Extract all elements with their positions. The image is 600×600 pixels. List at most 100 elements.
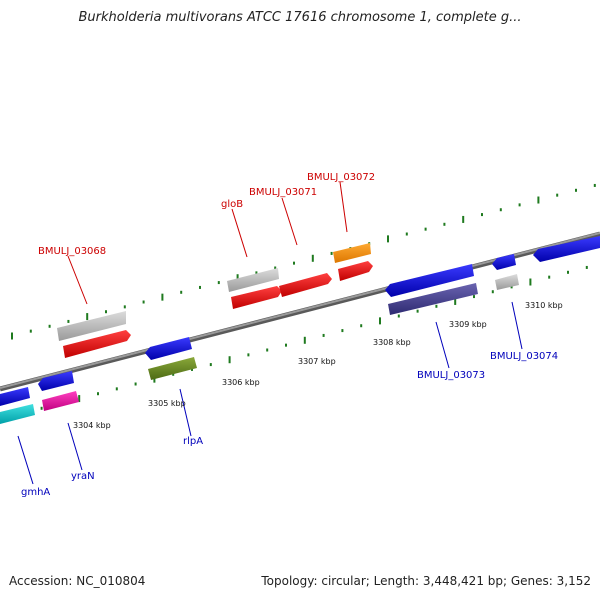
accession-text: Accession: NC_010804 bbox=[9, 574, 146, 588]
strand-tick bbox=[134, 382, 137, 386]
strand-tick bbox=[293, 261, 295, 265]
gene-blue-yran-partner[interactable] bbox=[38, 371, 74, 391]
kbp-label: 3308 kbp bbox=[373, 338, 411, 347]
label-bmulj-03071[interactable]: BMULJ_03071 bbox=[249, 187, 317, 198]
reverse-genes bbox=[0, 236, 600, 424]
kbp-label: 3309 kbp bbox=[449, 320, 487, 329]
strand-tick bbox=[266, 348, 269, 352]
label-connectors bbox=[17, 181, 523, 485]
gene-blue-left[interactable] bbox=[0, 387, 30, 406]
gene-blue-bmulj-03073-partner[interactable] bbox=[385, 264, 474, 297]
label-gmha[interactable]: gmhA bbox=[21, 487, 50, 498]
gene-bmulj-03073[interactable] bbox=[388, 283, 478, 315]
strand-tick bbox=[303, 336, 306, 344]
strand-tick bbox=[405, 232, 408, 236]
strand-tick bbox=[416, 309, 419, 313]
strand-tick bbox=[529, 278, 532, 286]
strand-tick bbox=[593, 183, 596, 187]
gene-bmulj-03068-rna[interactable] bbox=[57, 311, 126, 341]
strand-tick bbox=[491, 290, 494, 294]
strand-tick bbox=[180, 290, 183, 294]
gene-bmulj-03071[interactable] bbox=[279, 273, 332, 297]
strand-tick bbox=[142, 300, 145, 304]
strand-tick bbox=[153, 375, 156, 383]
strand-tick bbox=[199, 285, 201, 289]
strand-tick bbox=[86, 313, 89, 321]
gene-rlpa[interactable] bbox=[148, 357, 197, 380]
strand-tick bbox=[424, 227, 427, 231]
strand-tick bbox=[78, 395, 81, 403]
strand-tick bbox=[172, 372, 175, 376]
strand-tick bbox=[40, 406, 43, 410]
strand-tick bbox=[115, 387, 118, 391]
gene-glob-rna[interactable] bbox=[227, 268, 279, 292]
label-glob[interactable]: gloB bbox=[221, 199, 243, 210]
strand-tick bbox=[274, 266, 277, 270]
strand-tick bbox=[29, 329, 32, 333]
label-bmulj-03074[interactable]: BMULJ_03074 bbox=[490, 351, 558, 362]
gene-blue-bmulj-03074-partner[interactable] bbox=[492, 254, 516, 270]
gene-blue-rlpa-partner[interactable] bbox=[145, 337, 192, 360]
label-bmulj-03073[interactable]: BMULJ_03073 bbox=[417, 370, 485, 381]
strand-tick bbox=[556, 193, 559, 197]
strand-tick bbox=[97, 392, 99, 396]
strand-tick bbox=[209, 363, 212, 367]
strand-tick bbox=[236, 274, 239, 282]
strand-tick bbox=[191, 367, 193, 371]
strand-tick bbox=[285, 343, 287, 347]
gene-yran[interactable] bbox=[42, 391, 79, 411]
kbp-labels: 3304 kbp 3305 kbp 3306 kbp 3307 kbp 3308… bbox=[73, 301, 563, 430]
kbp-label: 3305 kbp bbox=[148, 399, 186, 408]
strand-tick bbox=[481, 213, 483, 217]
strand-tick bbox=[462, 215, 465, 223]
strand-tick bbox=[379, 317, 381, 325]
strand-tick bbox=[585, 265, 588, 269]
strand-tick bbox=[435, 304, 438, 308]
gene-bmulj-03074[interactable] bbox=[495, 274, 519, 290]
strand-tick bbox=[341, 329, 344, 333]
kbp-label: 3310 kbp bbox=[525, 301, 563, 310]
strand-tick bbox=[510, 285, 513, 289]
kbp-label: 3307 kbp bbox=[298, 357, 336, 366]
gene-gmha[interactable] bbox=[0, 404, 35, 424]
strand-tick bbox=[123, 305, 126, 309]
strand-tick bbox=[387, 235, 389, 243]
strand-tick bbox=[518, 203, 521, 207]
gene-glob[interactable] bbox=[231, 286, 282, 309]
strand-tick bbox=[575, 188, 577, 192]
strand-tick bbox=[330, 251, 333, 255]
gene-labels: BMULJ_03068 gloB BMULJ_03071 BMULJ_03072… bbox=[21, 172, 558, 498]
strand-tick bbox=[548, 275, 551, 279]
strand-tick bbox=[255, 271, 258, 275]
strand-tick bbox=[48, 324, 51, 328]
strand-tick bbox=[567, 270, 569, 274]
strand-tick bbox=[454, 297, 457, 305]
label-yran[interactable]: yraN bbox=[71, 471, 95, 482]
strand-tick bbox=[537, 196, 540, 204]
kbp-label: 3306 kbp bbox=[222, 378, 260, 387]
strand-tick bbox=[473, 295, 475, 299]
strand-tick bbox=[311, 254, 314, 262]
strand-tick bbox=[322, 333, 325, 337]
gene-blue-right[interactable] bbox=[533, 236, 600, 262]
genome-map: BMULJ_03068 gloB BMULJ_03071 BMULJ_03072… bbox=[0, 172, 600, 498]
strand-tick bbox=[443, 222, 446, 226]
label-bmulj-03068[interactable]: BMULJ_03068 bbox=[38, 246, 106, 257]
map-title: Burkholderia multivorans ATCC 17616 chro… bbox=[78, 10, 522, 25]
label-bmulj-03072[interactable]: BMULJ_03072 bbox=[307, 172, 375, 183]
label-rlpa[interactable]: rlpA bbox=[183, 436, 203, 447]
strand-tick bbox=[161, 293, 164, 301]
strand-tick bbox=[499, 208, 502, 212]
strand-tick bbox=[105, 310, 107, 314]
strand-tick bbox=[247, 353, 250, 357]
strand-tick bbox=[360, 324, 363, 328]
kbp-label: 3304 kbp bbox=[73, 421, 111, 430]
gene-bmulj-03072-small[interactable] bbox=[333, 243, 371, 263]
gene-bmulj-03072[interactable] bbox=[338, 261, 373, 281]
gene-bmulj-03068[interactable] bbox=[63, 330, 131, 358]
strand-tick bbox=[217, 281, 220, 285]
genome-summary-text: Topology: circular; Length: 3,448,421 bp… bbox=[261, 574, 591, 588]
strand-tick bbox=[228, 356, 231, 364]
strand-tick bbox=[397, 314, 400, 318]
forward-genes bbox=[57, 243, 373, 358]
